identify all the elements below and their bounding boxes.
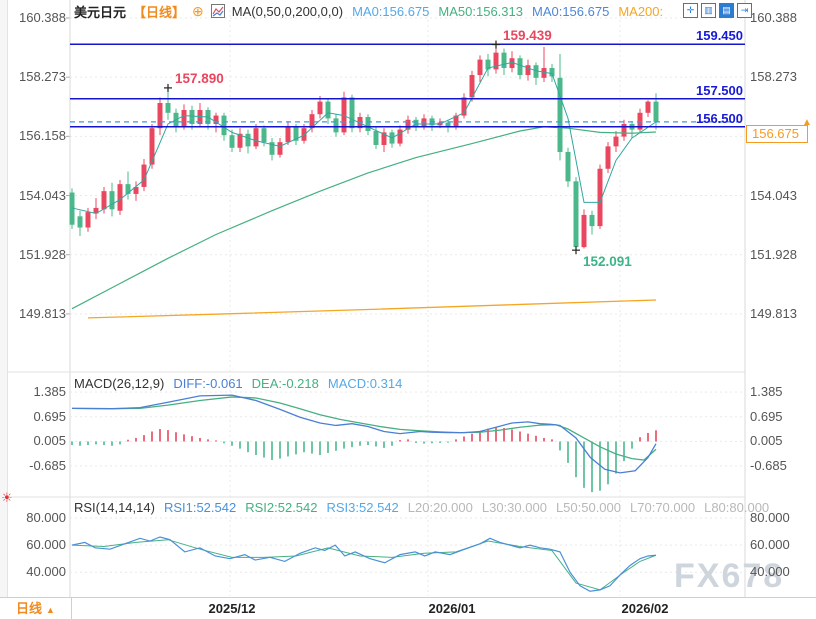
- rsi-legend-item: L20:20.000: [407, 499, 473, 515]
- rsi-legend-item: L50:50.000: [555, 499, 622, 515]
- toolbar: ✛ ▥ ▤ ⇥: [683, 3, 752, 18]
- rsi-legend-item: L30:30.000: [481, 499, 547, 515]
- macd-legend-item: MACD:0.314: [327, 375, 403, 391]
- ma-legend-item: MA200:: [618, 3, 664, 19]
- period-tag: 【日线】: [133, 4, 186, 20]
- left-rail: [0, 0, 8, 619]
- price-up-arrow: ▲: [802, 116, 812, 128]
- ma-legend-item: MA50:156.313: [438, 3, 523, 19]
- date-label: 2026/02: [621, 601, 669, 616]
- period-label: 日线: [16, 601, 43, 616]
- macd-legend-item: DIFF:-0.061: [173, 375, 243, 391]
- watermark: FX678: [674, 557, 785, 595]
- rsi-legend-item: RSI(14,14,14): [74, 499, 155, 515]
- rsi-legend-item: L70:70.000: [630, 499, 696, 515]
- macd-header: MACD(26,12,9) DIFF:-0.061 DEA:-0.218 MACD:0…: [74, 375, 402, 391]
- date-label: 2025/12: [208, 601, 256, 616]
- rsi-legend-item: L80:80.000: [704, 499, 770, 515]
- ma-legend-item: MA0:156.675: [352, 3, 430, 19]
- chart-header: 美元日元 【日线】 ⊕ MA(0,50,0,200,0,0) MA0:156.67…: [74, 2, 663, 20]
- rsi-legend-item: RSI1:52.542: [163, 499, 237, 515]
- rsi-header: RSI(14,14,14) RSI1:52.542 RSI2:52.542 RSI3:…: [74, 499, 769, 515]
- macd-legend-item: MACD(26,12,9): [74, 375, 165, 391]
- period-dropdown-arrow: ▲: [46, 605, 55, 615]
- exit-fullscreen-icon[interactable]: ⇥: [737, 3, 752, 18]
- crosshair-icon[interactable]: ✛: [683, 3, 698, 18]
- current-price-box: 156.675: [746, 124, 808, 143]
- date-label: 2026/01: [428, 601, 476, 616]
- current-price-label: 156.675: [752, 125, 799, 141]
- ma-legend-item: MA0:156.675: [531, 3, 610, 19]
- rsi-legend-item: RSI2:52.542: [245, 499, 318, 515]
- symbol-title: 美元日元: [74, 4, 127, 20]
- drawing-tools-icon[interactable]: ▤: [719, 3, 734, 18]
- brightness-icon[interactable]: ☀: [1, 490, 13, 505]
- period-selector[interactable]: 日线 ▲: [0, 598, 72, 619]
- macd-legend-item: DEA:-0.218: [251, 375, 319, 391]
- add-indicator-icon[interactable]: ⊕: [192, 2, 204, 19]
- chart-type-icon[interactable]: [210, 4, 225, 18]
- bottom-bar: 日线 ▲ 2025/12 2026/01 2026/02: [0, 597, 816, 619]
- ma-legend-item: MA(0,50,0,200,0,0): [231, 3, 344, 19]
- rsi-legend-item: RSI3:52.542: [326, 499, 399, 515]
- indicator-window-icon[interactable]: ▥: [701, 3, 716, 18]
- ma-legend: MA(0,50,0,200,0,0) MA0:156.675 MA50:156.31…: [232, 4, 663, 19]
